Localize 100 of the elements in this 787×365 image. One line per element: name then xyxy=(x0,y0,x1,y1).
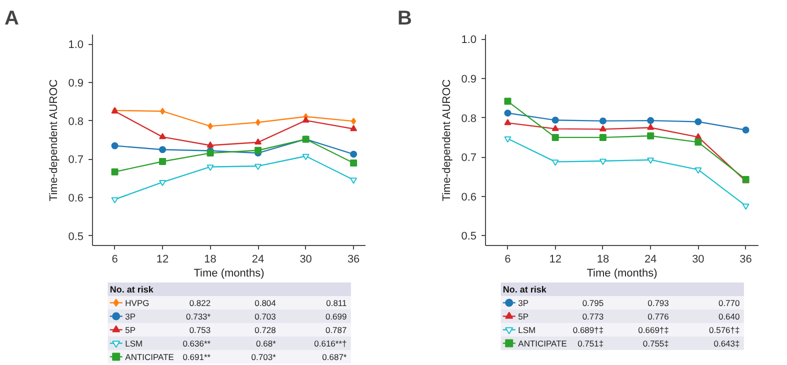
point xyxy=(206,141,214,148)
text: 0.770 xyxy=(718,298,740,308)
point xyxy=(254,164,262,170)
point xyxy=(599,117,606,124)
x-tick-label: 24 xyxy=(252,254,264,266)
x-tick-label: 24 xyxy=(644,254,657,266)
point xyxy=(647,158,654,164)
chart-title: A xyxy=(4,8,19,30)
point xyxy=(694,118,702,126)
y-tick-label: 0.8 xyxy=(68,116,84,128)
point xyxy=(254,146,262,154)
text: 0.616**† xyxy=(314,338,348,348)
point xyxy=(159,146,166,154)
text: 0.751‡ xyxy=(578,338,604,348)
y-tick-label: 0.5 xyxy=(461,230,477,243)
y-tick-label: 1.0 xyxy=(461,34,477,46)
x-axis-title: Time (months) xyxy=(586,268,658,280)
point xyxy=(350,150,358,158)
legend-label: LSM xyxy=(518,324,536,335)
point xyxy=(504,110,512,117)
y-axis-title: Time-dependent AUROC xyxy=(48,79,60,202)
text: 0.795 xyxy=(582,298,604,308)
point xyxy=(552,124,559,132)
text: 0.576†‡ xyxy=(709,324,740,335)
x-tick-label: 18 xyxy=(596,254,610,266)
point xyxy=(111,197,118,204)
text: 0.689†‡ xyxy=(572,324,604,335)
point xyxy=(159,132,166,140)
point xyxy=(350,160,358,167)
legend-label: 5P xyxy=(125,324,136,335)
point xyxy=(599,158,606,165)
text: 0.753 xyxy=(189,324,211,335)
point xyxy=(647,117,654,124)
text: No. at risk xyxy=(502,284,548,294)
point xyxy=(111,168,118,176)
x-axis-title: Time (months) xyxy=(194,268,264,280)
chart-title: B xyxy=(398,8,412,30)
point xyxy=(302,154,310,160)
point xyxy=(647,132,654,140)
point xyxy=(160,108,166,115)
point xyxy=(504,98,512,105)
text: 0.728 xyxy=(254,324,276,335)
y-tick-label: 0.8 xyxy=(461,112,477,125)
point xyxy=(647,124,654,130)
legend-label: ANTICIPATE xyxy=(518,338,568,348)
x-tick-label: 36 xyxy=(347,254,360,266)
legend-label: HVPG xyxy=(125,298,150,308)
legend-label: 3P xyxy=(125,311,136,322)
text: 0.773 xyxy=(582,311,604,322)
point xyxy=(350,124,358,132)
point xyxy=(159,158,166,165)
y-tick-label: 1.0 xyxy=(68,39,84,52)
y-tick-label: 0.7 xyxy=(68,154,84,166)
point xyxy=(351,118,356,125)
text: 0.636** xyxy=(182,338,212,348)
x-tick-label: 30 xyxy=(692,254,704,266)
text: 0.703 xyxy=(254,311,276,322)
text: 0.776 xyxy=(648,311,670,322)
text: 0.640 xyxy=(718,311,740,322)
x-tick-label: 30 xyxy=(300,254,312,266)
point xyxy=(552,134,559,141)
point xyxy=(742,204,750,210)
y-axis-title: Time-dependent AUROC xyxy=(441,79,454,202)
y-tick-label: 0.6 xyxy=(461,191,477,204)
point xyxy=(159,180,166,186)
text: 0.669†‡ xyxy=(638,324,670,335)
y-tick-label: 0.9 xyxy=(68,77,84,90)
text: 0.793 xyxy=(648,298,670,308)
y-tick-label: 0.5 xyxy=(68,230,84,243)
text: 0.699 xyxy=(325,311,348,322)
text: 0.643‡ xyxy=(714,338,740,348)
text: 0.787 xyxy=(325,324,348,335)
text: No. at risk xyxy=(110,284,154,294)
point xyxy=(302,116,310,123)
point xyxy=(254,138,262,145)
point xyxy=(208,122,213,130)
x-tick-label: 6 xyxy=(112,254,118,266)
x-tick-label: 12 xyxy=(549,254,562,266)
text: 0.733* xyxy=(186,311,212,322)
point xyxy=(111,142,118,150)
text: 0.811 xyxy=(326,298,348,308)
point xyxy=(552,160,559,166)
text: 0.804 xyxy=(254,298,276,308)
text: 0.822 xyxy=(189,298,211,308)
legend-label: 3P xyxy=(518,298,529,308)
x-tick-label: 36 xyxy=(740,254,752,266)
x-tick-label: 18 xyxy=(204,254,216,266)
point xyxy=(206,150,214,157)
y-tick-label: 0.9 xyxy=(461,74,477,86)
point xyxy=(694,138,702,146)
y-tick-label: 0.6 xyxy=(68,192,84,205)
point xyxy=(599,125,606,132)
text: 0.691** xyxy=(182,352,212,362)
text: 0.755‡ xyxy=(642,338,670,348)
point xyxy=(206,164,214,171)
text: 0.68* xyxy=(256,338,277,348)
point xyxy=(504,118,512,126)
point xyxy=(552,116,559,124)
x-tick-label: 6 xyxy=(504,254,511,266)
legend-label: 5P xyxy=(518,311,529,322)
